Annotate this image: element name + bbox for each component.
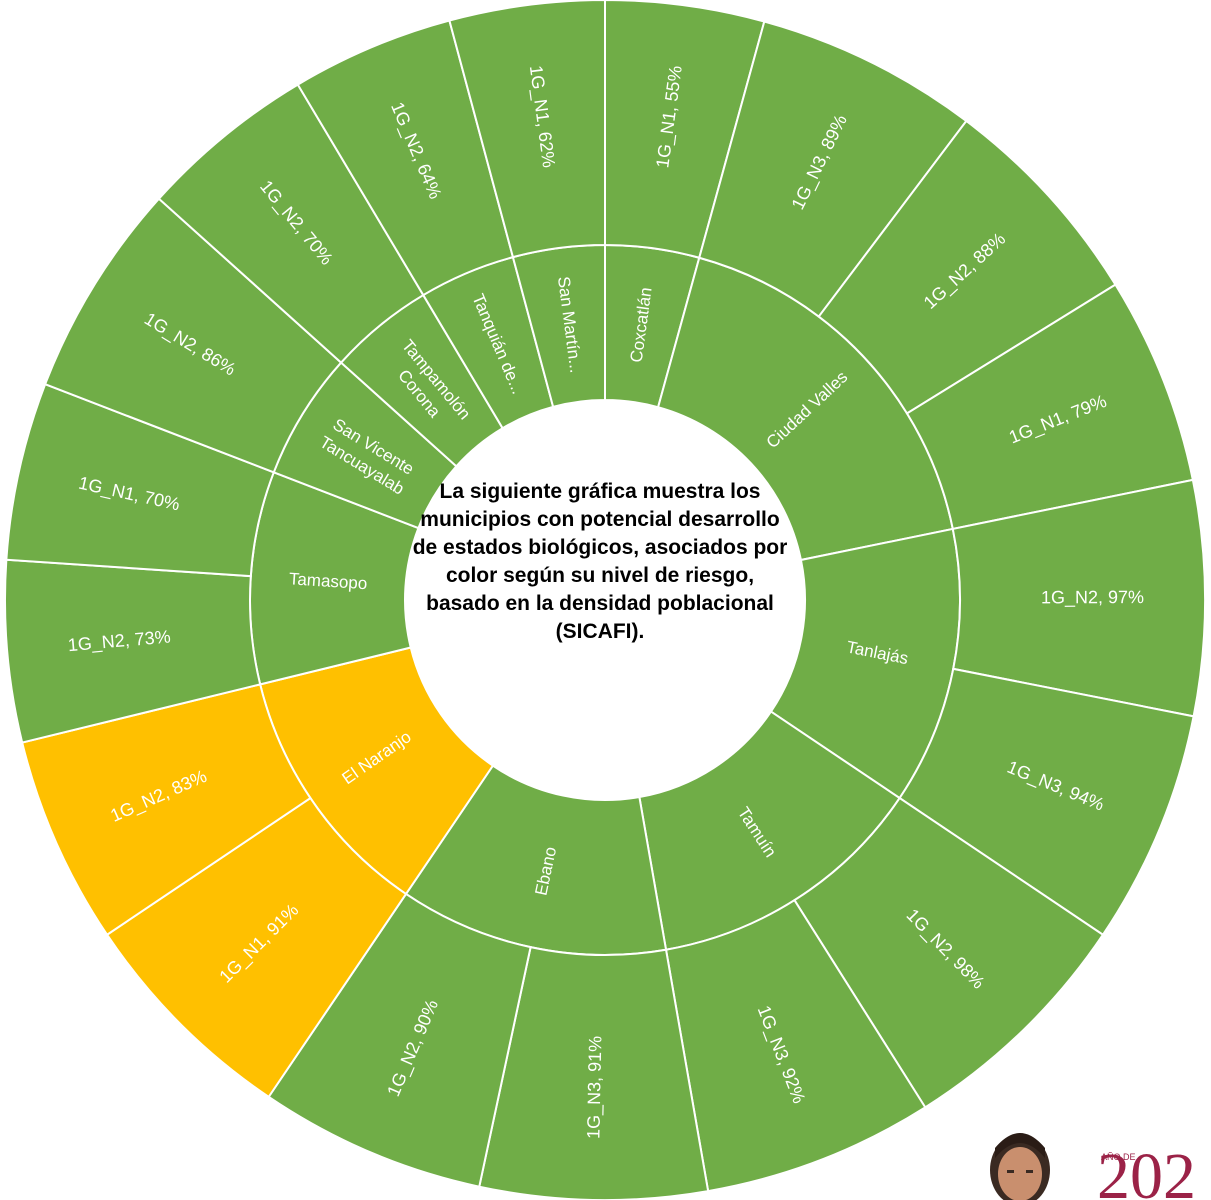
portrait-logo-icon xyxy=(990,1133,1050,1200)
segment-wedge-san-martin-1g-n1-62 xyxy=(448,0,606,259)
segment-label-tanlajas-1g-n2-97: 1G_N2, 97% xyxy=(1041,587,1144,608)
center-hole xyxy=(406,401,804,799)
segment-label-ebano-1g-n3-91: 1G_N3, 91% xyxy=(583,1036,606,1139)
logo: 202 AÑO DE xyxy=(975,1118,1211,1200)
logo-caption-text: AÑO DE xyxy=(1101,1152,1136,1162)
logo-year-text: 202 xyxy=(1097,1140,1196,1200)
municipality-label-tamasopo: Tamasopo xyxy=(288,569,367,593)
center-description: La siguiente gráfica muestra los municip… xyxy=(412,480,788,643)
